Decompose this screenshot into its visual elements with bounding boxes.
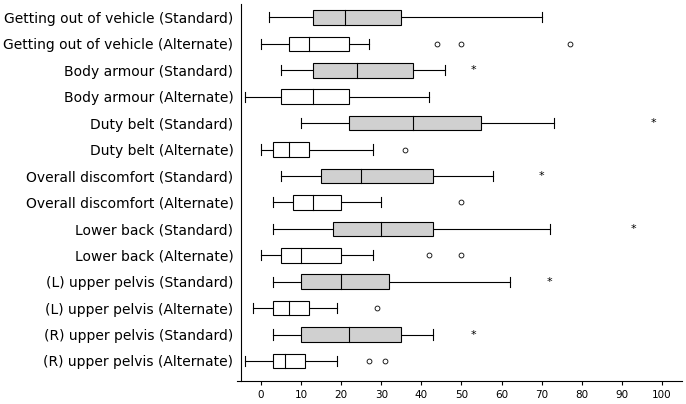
Bar bbox=[293, 195, 341, 210]
Bar bbox=[333, 221, 434, 236]
Bar bbox=[301, 327, 401, 342]
Bar bbox=[313, 63, 414, 78]
Bar bbox=[273, 142, 309, 157]
Bar bbox=[321, 169, 434, 183]
Bar bbox=[281, 248, 341, 263]
Bar bbox=[281, 89, 349, 104]
Text: *: * bbox=[539, 171, 545, 181]
Bar bbox=[273, 301, 309, 316]
Bar bbox=[349, 116, 482, 130]
Bar bbox=[289, 36, 349, 51]
Text: *: * bbox=[631, 224, 637, 234]
Text: *: * bbox=[471, 65, 476, 75]
Text: *: * bbox=[547, 277, 552, 287]
Bar bbox=[301, 274, 389, 289]
Text: *: * bbox=[651, 118, 657, 128]
Bar bbox=[313, 10, 401, 25]
Text: *: * bbox=[471, 330, 476, 339]
Bar bbox=[273, 354, 305, 368]
